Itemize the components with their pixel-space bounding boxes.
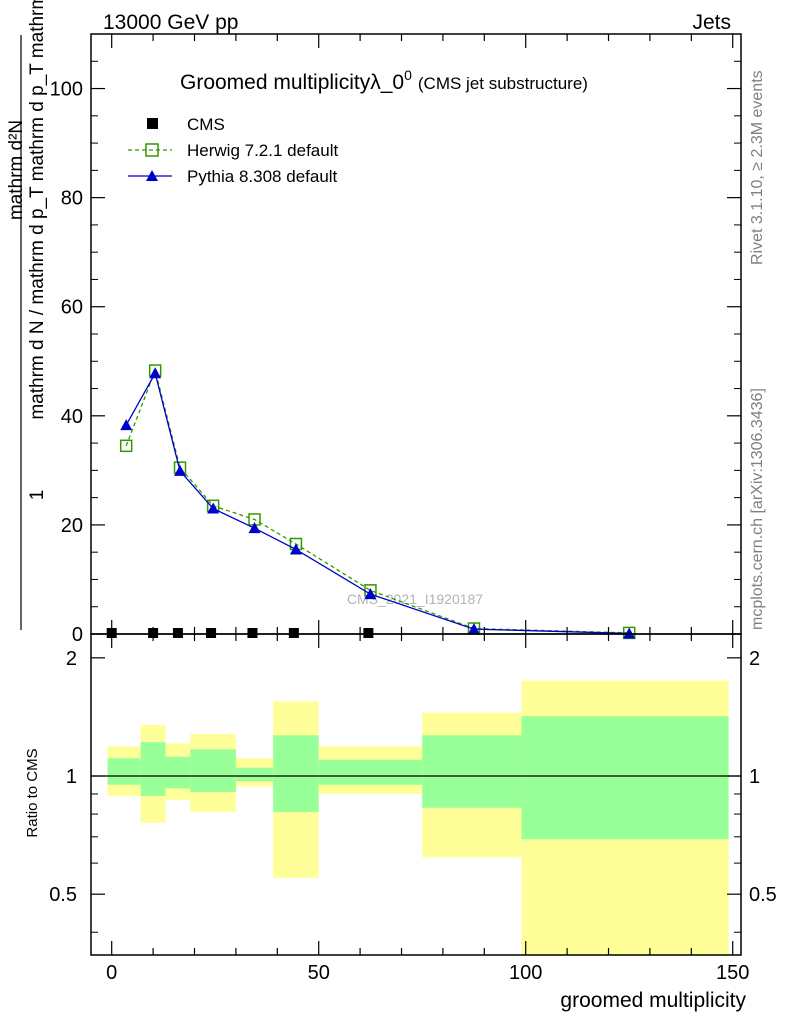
ratio-y-axis-label: Ratio to CMS <box>24 748 41 837</box>
cms-point <box>247 628 258 638</box>
xtick-label: 0 <box>106 962 117 984</box>
legend-pythia-marker <box>146 170 158 181</box>
rivet-version-label: Rivet 3.1.10, ≥ 2.3M events <box>749 70 766 265</box>
main-y-axis-label: 1 mathrm d²N mathrm d N / mathrm d p_T m… <box>6 0 48 630</box>
xtick-label: 100 <box>509 962 542 984</box>
mcplots-label: mcplots.cern.ch [arXiv:1306.3436] <box>749 388 766 630</box>
xtick-label: 50 <box>308 962 330 984</box>
pythia-point <box>623 627 636 639</box>
pythia-point <box>207 502 220 514</box>
ratio-ytick-label: 1 <box>66 766 77 788</box>
pythia-point <box>248 522 261 534</box>
chart-title: Groomed multiplicityλ_00 (CMS jet substru… <box>180 67 588 94</box>
pythia-point <box>149 367 162 379</box>
ratio-ytick-label-right: 0.5 <box>749 884 777 906</box>
legend-herwig-label: Herwig 7.2.1 default <box>187 141 338 160</box>
xtick-label: 150 <box>716 962 749 984</box>
main-ytick-label: 0 <box>72 624 83 646</box>
pythia-point <box>364 588 377 600</box>
pythia-point <box>289 543 302 555</box>
ratio-band-inner <box>521 716 729 840</box>
main-series <box>106 364 636 640</box>
y-label-lead: 1 <box>27 490 48 501</box>
header-jets-label: Jets <box>692 11 731 34</box>
cms-point <box>172 628 183 638</box>
main-ytick-label: 20 <box>61 515 83 537</box>
cms-point <box>363 628 374 638</box>
ratio-band-inner <box>273 735 319 812</box>
ratio-plot-panel: 0.5 0.5 1 1 2 2 0 50 100 150 Ratio to CMS groomed… <box>24 633 777 1012</box>
ratio-ytick-label-right: 1 <box>749 766 760 788</box>
main-ytick-label: 40 <box>61 406 83 428</box>
main-ytick-label: 80 <box>61 188 83 210</box>
x-axis-label: groomed multiplicity <box>560 989 746 1012</box>
legend-cms-label: CMS <box>187 115 225 134</box>
ratio-ticks: 0.5 0.5 1 1 2 2 0 50 100 150 <box>49 634 777 984</box>
y-label-denominator: mathrm d N / mathrm d p_T mathrm d p_T m… <box>27 0 48 420</box>
main-plot-panel: CMS_2021_I1920187 0 20 40 60 80 100 Groomed m… <box>6 0 742 646</box>
ratio-bands <box>91 680 741 955</box>
herwig-point <box>119 439 133 453</box>
pythia-point <box>174 464 187 476</box>
legend-herwig-marker <box>145 143 159 157</box>
main-ytick-label: 100 <box>50 79 83 101</box>
ratio-ytick-label: 0.5 <box>49 884 77 906</box>
ratio-band-inner <box>235 767 274 782</box>
ratio-plot-frame <box>90 633 742 956</box>
cms-point <box>288 628 299 638</box>
ratio-band-inner <box>190 749 236 793</box>
pythia-point <box>120 419 133 431</box>
analysis-watermark: CMS_2021_I1920187 <box>347 591 483 607</box>
ratio-band-inner <box>165 756 191 789</box>
ratio-band-inner <box>422 735 522 808</box>
ratio-band-inner <box>107 758 141 785</box>
cms-point <box>206 628 217 638</box>
ratio-ytick-label: 2 <box>66 648 77 670</box>
chart-subtitle: (CMS jet substructure) <box>418 74 588 93</box>
header-energy-label: 13000 GeV pp <box>103 11 238 34</box>
herwig-line <box>125 368 630 634</box>
main-ytick-label: 60 <box>61 297 83 319</box>
legend: CMS Herwig 7.2.1 default Pythia 8.308 de… <box>128 115 338 186</box>
legend-cms-marker <box>147 118 158 129</box>
ratio-band-inner <box>140 742 166 796</box>
chart-title-superscript: 0 <box>404 67 412 83</box>
pythia-point <box>467 623 480 635</box>
ratio-band-inner <box>318 759 423 785</box>
ratio-ytick-label-right: 2 <box>749 648 760 670</box>
y-label-numerator: mathrm d²N <box>6 120 27 220</box>
chart-title-main: Groomed multiplicityλ_0 <box>180 71 404 94</box>
legend-pythia-label: Pythia 8.308 default <box>187 167 338 186</box>
